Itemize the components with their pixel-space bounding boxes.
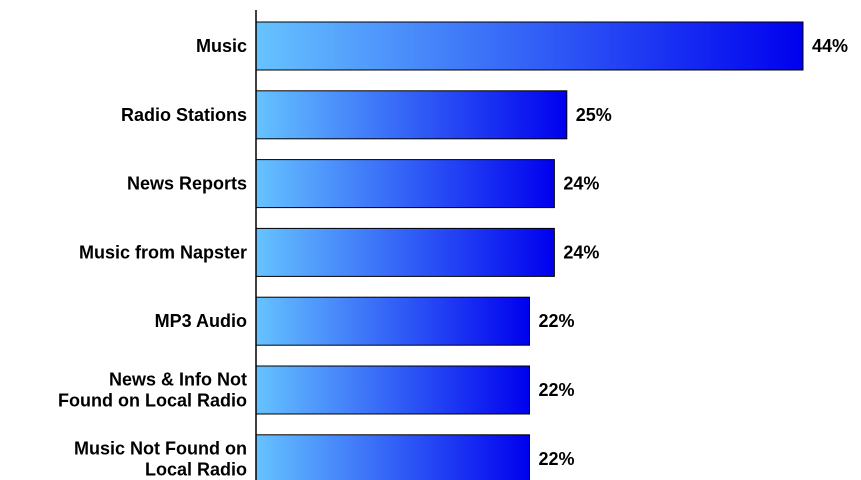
value-label-2: 24% <box>563 174 599 194</box>
bar-3 <box>255 227 555 277</box>
category-label-4: MP3 Audio <box>155 311 247 331</box>
value-labels-layer: 44% 25% 24% 24% 22% 22% 22% <box>539 36 849 469</box>
category-label-1: Radio Stations <box>121 105 247 125</box>
value-label-1: 25% <box>576 105 612 125</box>
bar-2 <box>255 159 555 209</box>
bar-4 <box>255 296 530 346</box>
category-label-line: Found on Local Radio <box>58 391 247 411</box>
category-label-line: News & Info Not <box>109 370 247 390</box>
bar-0 <box>255 21 804 71</box>
category-label-line: News Reports <box>127 174 247 194</box>
category-labels-layer: Music Radio Stations News Reports Music fro… <box>58 36 247 479</box>
category-label-line: Music <box>196 36 247 56</box>
value-label-6: 22% <box>539 449 575 469</box>
category-label-6: Music Not Found on Local Radio <box>74 438 247 479</box>
category-label-line: Local Radio <box>145 459 247 479</box>
category-label-line: MP3 Audio <box>155 311 247 331</box>
value-label-4: 22% <box>539 311 575 331</box>
category-label-0: Music <box>196 36 247 56</box>
bar-6 <box>255 434 530 480</box>
category-label-5: News & Info Not Found on Local Radio <box>58 370 247 411</box>
category-label-2: News Reports <box>127 174 247 194</box>
category-label-line: Music from Napster <box>79 242 247 262</box>
bar-5 <box>255 365 530 415</box>
value-label-5: 22% <box>539 380 575 400</box>
category-label-line: Radio Stations <box>121 105 247 125</box>
value-label-3: 24% <box>563 242 599 262</box>
value-label-0: 44% <box>812 36 848 56</box>
category-label-line: Music Not Found on <box>74 438 247 458</box>
bar-1 <box>255 90 568 140</box>
category-label-3: Music from Napster <box>79 242 247 262</box>
bars-layer <box>255 21 804 480</box>
